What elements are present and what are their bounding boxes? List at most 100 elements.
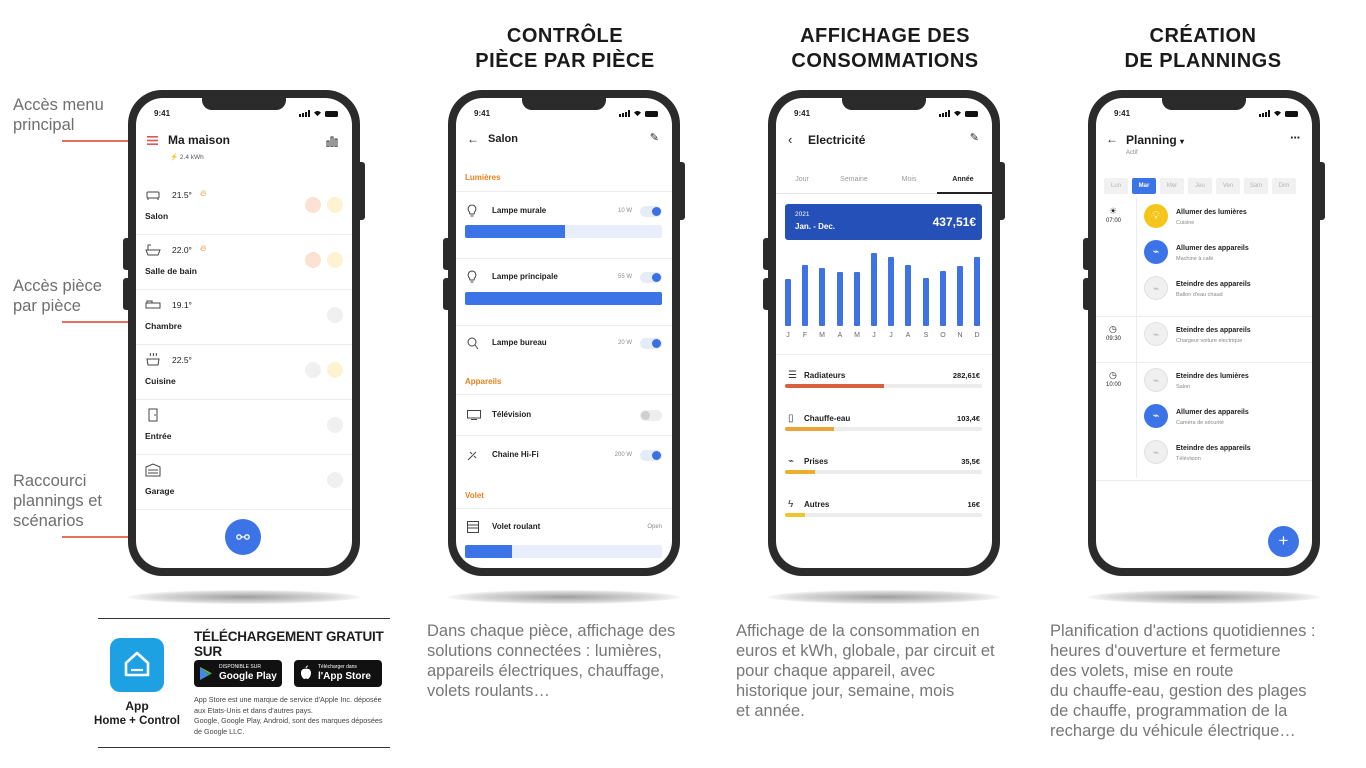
schedule-time: 10:00 [1106,382,1122,388]
circuit-name: Chauffe-eau [804,414,851,423]
app-name: App [125,699,149,713]
toggle-switch[interactable] [640,272,662,283]
action-title[interactable]: Eteindre des lumières [1176,373,1249,380]
app-store-badge[interactable]: Télécharger dans l'App Store [294,660,382,687]
toggle-switch[interactable] [640,410,662,421]
more-options-icon[interactable]: ··· [1290,130,1301,145]
light-bulb-icon[interactable] [327,472,343,488]
door-icon [145,408,161,422]
device-row[interactable]: Télévision [456,408,672,428]
description-line: Dans chaque pièce, affichage des [427,622,676,640]
action-title[interactable]: Eteindre des appareils [1176,327,1251,334]
device-name: Lampe bureau [492,338,547,347]
room-row[interactable]: 22.5° Cuisine [136,345,352,400]
tab-day[interactable]: Jour [795,176,809,183]
action-icon: 💡︎ [1144,204,1168,228]
action-title[interactable]: Allumer des appareils [1176,245,1249,252]
device-row[interactable]: Volet roulant Open [456,520,672,564]
day-chip[interactable]: Ven [1216,178,1240,194]
action-icon: ⌁ [1144,440,1168,464]
edit-icon[interactable]: ✎ [649,132,659,144]
room-row[interactable]: 19.1° Chambre [136,290,352,345]
device-row[interactable]: Lampe murale 10 W [456,202,672,252]
device-name: Chaine Hi-Fi [492,450,539,459]
action-title[interactable]: Allumer des lumières [1176,209,1247,216]
consumption-row[interactable]: ☰ Radiateurs 282,61€ [776,370,992,400]
device-watt: 10 W [617,208,632,214]
divider [1096,362,1312,363]
day-chip[interactable]: Sam [1244,178,1268,194]
signal-icon [939,110,950,117]
tab-year[interactable]: Année [952,176,974,183]
toggle-switch[interactable] [640,450,662,461]
heating-mode-icon[interactable] [305,197,321,213]
day-chip[interactable]: Lun [1104,178,1128,194]
description-planning: Planification d'actions quotidiennes : h… [1050,621,1316,741]
back-arrow-icon[interactable]: ← [467,132,479,146]
back-arrow-icon[interactable]: ← [1106,132,1118,146]
light-bulb-icon[interactable] [327,252,343,268]
callout-main-menu: Accès menu principal [13,95,104,135]
consumption-row[interactable]: ▯ Chauffe-eau 103,4€ [776,413,992,443]
day-chip[interactable]: Mar [1132,178,1156,194]
action-title[interactable]: Eteindre des appareils [1176,445,1251,452]
action-title[interactable]: Allumer des appareils [1176,409,1249,416]
add-action-fab[interactable]: + [1268,526,1299,557]
room-row[interactable]: 22.0° Salle de bain 🔥︎ [136,235,352,290]
month-bar [871,253,877,326]
device-row[interactable]: Chaine Hi-Fi 200 W [456,448,672,468]
download-heading: TÉLÉCHARGEMENT GRATUIT SUR [194,629,384,659]
room-name: Chambre [145,321,182,331]
heating-mode-icon[interactable] [305,362,321,378]
room-row[interactable]: Garage [136,455,352,510]
device-watt: 200 W [614,452,632,458]
signal-icon [299,110,310,117]
light-bulb-icon[interactable] [327,197,343,213]
toggle-switch[interactable] [640,338,662,349]
app-logo[interactable] [110,638,164,692]
bathtub-icon [145,243,161,257]
room-row[interactable]: Entrée [136,400,352,455]
room-row[interactable]: 21.5° Salon 🔥︎ [136,180,352,235]
day-chip[interactable]: Jeu [1188,178,1212,194]
consumption-row[interactable]: ϟ Autres 16€ [776,499,992,529]
google-play-badge[interactable]: DISPONIBLE SUR Google Play [194,660,282,687]
dimmer-slider[interactable] [465,292,662,305]
circuit-cost: 103,4€ [957,414,980,423]
device-row[interactable]: Lampe bureau 20 W [456,336,672,360]
phone-home: 9:41 Ma maison ⚡ 2.4 kWh 21.5° Salon 🔥︎ 22.… [123,90,365,576]
consumption-row[interactable]: ⌁ Prises 35,5€ [776,456,992,486]
back-chevron-icon[interactable]: ‹ [788,132,793,147]
period-total: 437,51€ [932,215,976,229]
description-line: appareils électriques, chauffage, [427,662,665,680]
edit-icon[interactable]: ✎ [969,132,979,144]
month-bar [819,268,825,326]
light-bulb-icon[interactable] [327,362,343,378]
device-name: Télévision [492,410,532,419]
toggle-switch[interactable] [640,206,662,217]
shortcut-fab[interactable] [225,519,261,555]
shutter-slider[interactable] [465,545,662,558]
light-bulb-icon[interactable] [327,307,343,323]
heating-mode-icon[interactable] [305,252,321,268]
callout-line: plannings et [13,492,102,510]
phone-room: 9:41 ← Salon ✎ Lumières Lampe murale 10 … [443,90,685,576]
tab-week[interactable]: Semaine [840,176,868,183]
planning-dropdown[interactable]: Planning ▾ [1126,133,1184,147]
month-label: A [905,332,911,339]
google-play-icon [200,667,212,680]
month-label: S [923,332,929,339]
status-bar: 9:41 [136,108,352,122]
action-title[interactable]: Eteindre des appareils [1176,281,1251,288]
device-row[interactable]: Lampe principale 55 W [456,268,672,318]
month-label: J [889,332,893,339]
tab-month[interactable]: Mois [901,176,917,183]
action-target: Machine à café [1176,256,1214,262]
month-label: F [802,332,808,339]
dimmer-slider[interactable] [465,225,662,238]
light-bulb-icon[interactable] [327,417,343,433]
hamburger-menu-icon[interactable] [147,136,158,145]
day-chip[interactable]: Mer [1160,178,1184,194]
day-chip[interactable]: Dim [1272,178,1296,194]
stats-icon[interactable] [326,135,338,147]
